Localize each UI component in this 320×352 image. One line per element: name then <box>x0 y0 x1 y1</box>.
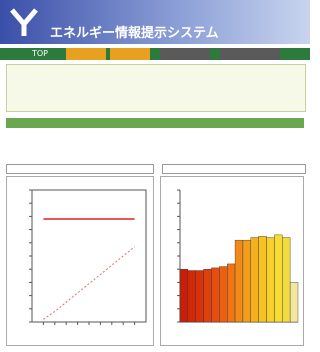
bar <box>282 238 290 322</box>
bar <box>180 269 188 322</box>
site-title: エネルギー情報提示システム <box>50 22 219 41</box>
bar <box>235 240 243 322</box>
bar <box>211 268 219 322</box>
notice-box <box>6 64 306 112</box>
bar <box>196 271 204 322</box>
banner: エネルギー情報提示システム <box>0 0 310 44</box>
bar <box>188 271 196 322</box>
bar <box>251 238 259 322</box>
dropdown[interactable] <box>162 164 306 174</box>
nav-bar: TOP <box>0 48 310 60</box>
bar <box>259 236 267 322</box>
nav-tab[interactable] <box>220 48 280 60</box>
nav-tab[interactable] <box>66 48 106 60</box>
nav-tab[interactable] <box>160 48 210 60</box>
page: エネルギー情報提示システム TOP <box>0 0 310 352</box>
bar <box>274 235 282 322</box>
nav-tab[interactable] <box>110 48 150 60</box>
bar <box>290 282 298 322</box>
bar <box>219 267 227 322</box>
bar <box>243 240 251 322</box>
bar <box>204 269 212 322</box>
nav-tab[interactable]: TOP <box>20 48 60 60</box>
logo <box>8 6 40 38</box>
bar-chart <box>160 176 304 346</box>
bar <box>227 264 235 322</box>
line-chart <box>6 176 154 346</box>
dropdown[interactable] <box>6 164 154 174</box>
bar <box>267 238 275 322</box>
section-bar <box>6 118 304 128</box>
